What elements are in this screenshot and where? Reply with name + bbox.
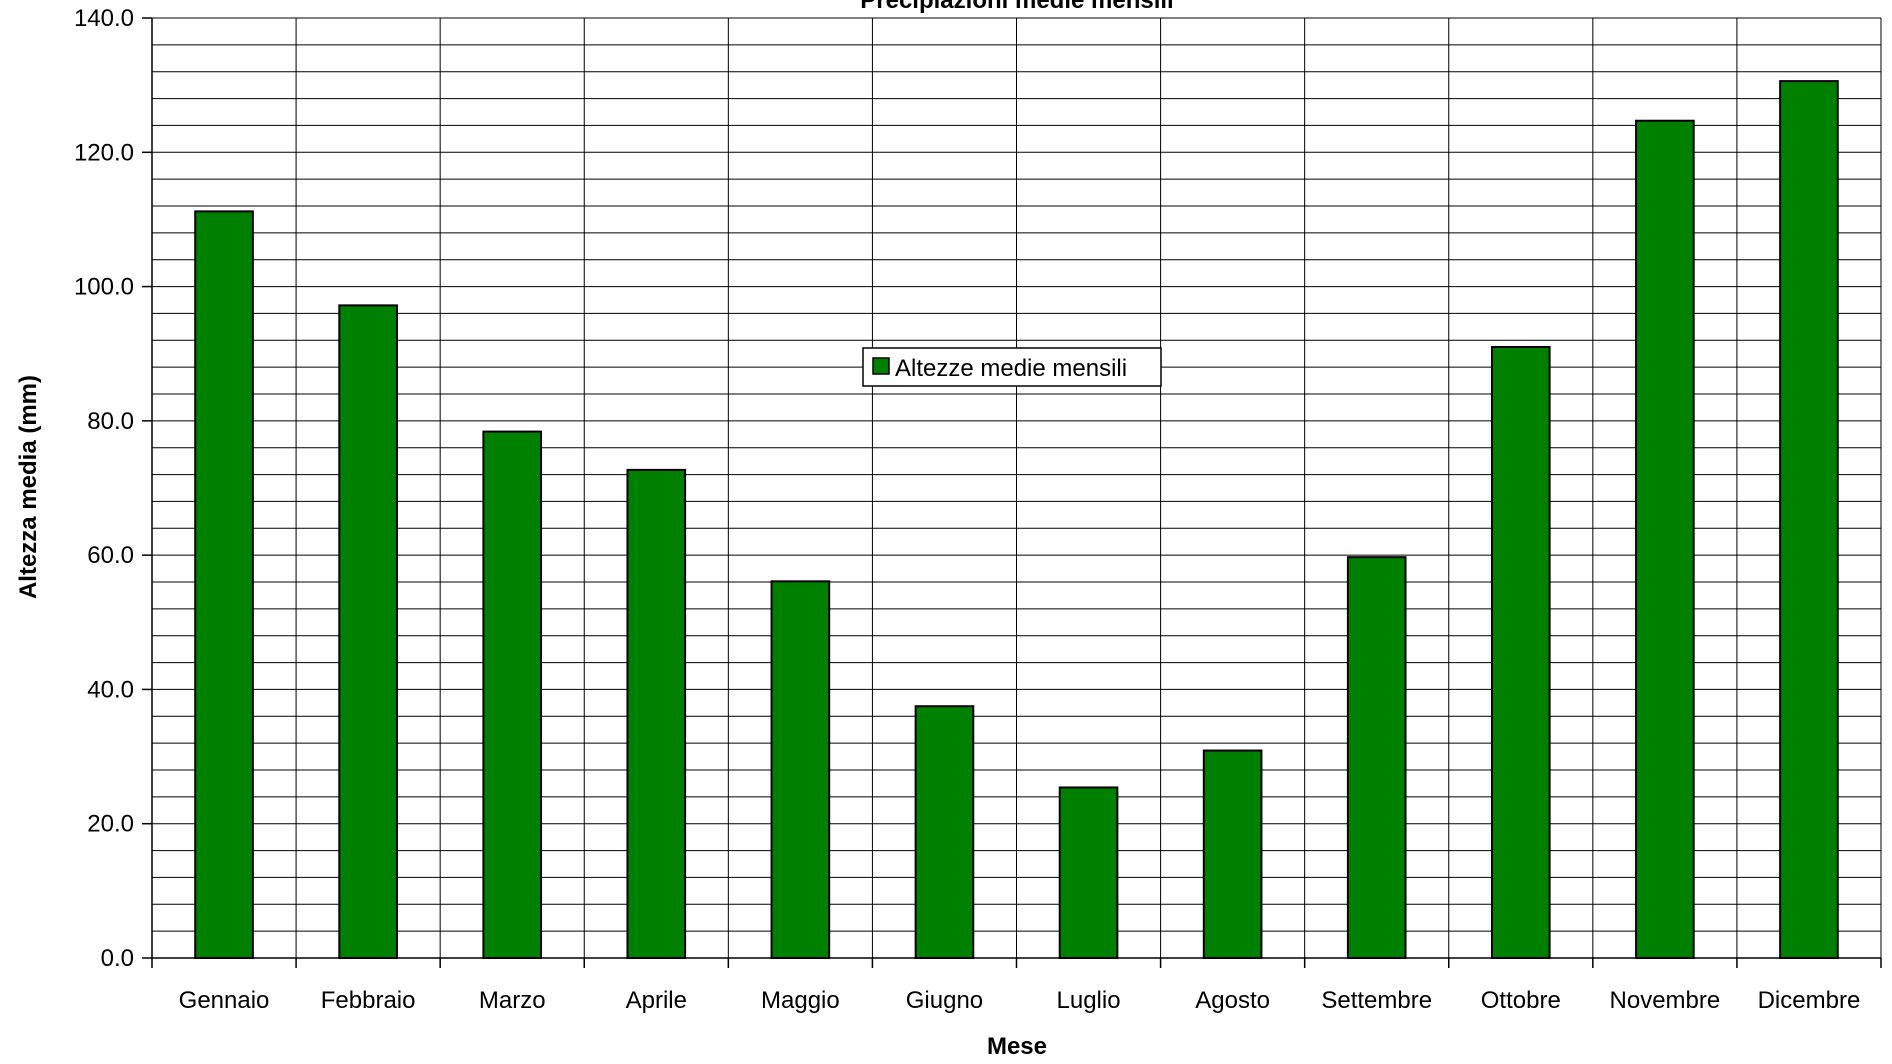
- bar: [1346, 556, 1407, 960]
- bar: [770, 580, 831, 959]
- y-tick-label: 60.0: [87, 542, 134, 569]
- x-tick-label: Agosto: [1195, 987, 1270, 1014]
- y-tick-label: 140.0: [74, 5, 134, 32]
- x-tick-label: Marzo: [479, 987, 546, 1014]
- x-tick-label: Giugno: [906, 987, 983, 1014]
- y-tick-label: 0.0: [101, 945, 134, 972]
- bar: [194, 210, 254, 960]
- x-tick-label: Aprile: [626, 987, 687, 1014]
- y-tick-label: 80.0: [87, 408, 134, 435]
- axes: [142, 17, 1882, 968]
- x-axis-title: Mese: [987, 1033, 1047, 1060]
- legend: Altezze medie mensili: [862, 347, 1162, 387]
- y-tick-label: 40.0: [87, 676, 134, 703]
- x-tick-label: Settembre: [1321, 987, 1432, 1014]
- x-tick-label: Febbraio: [321, 987, 416, 1014]
- x-tick-label: Maggio: [761, 987, 840, 1014]
- x-tick-labels: Gennaio Febbraio Marzo Aprile Maggio Giugno Lu…: [179, 987, 1861, 1014]
- bar: [626, 468, 687, 959]
- bar: [1202, 749, 1263, 959]
- x-tick-label: Dicembre: [1758, 987, 1861, 1014]
- legend-label: Altezze medie mensili: [895, 355, 1127, 382]
- legend-box: [862, 347, 1162, 387]
- x-tick-label: Novembre: [1610, 987, 1721, 1014]
- y-tick-labels: 0.0 20.0 40.0 60.0 80.0 100.0 120.0 140.0: [74, 5, 134, 972]
- bar: [1058, 786, 1119, 960]
- x-tick-label: Ottobre: [1481, 987, 1561, 1014]
- bars: [194, 80, 1839, 960]
- bar: [1779, 80, 1839, 960]
- y-tick-label: 120.0: [74, 139, 134, 166]
- chart-title: Precipiazioni medie mensili: [860, 0, 1173, 14]
- y-tick-label: 100.0: [74, 274, 134, 301]
- y-tick-label: 20.0: [87, 811, 134, 838]
- x-tick-label: Luglio: [1057, 987, 1121, 1014]
- bar: [1635, 119, 1695, 959]
- bar: [482, 430, 543, 960]
- bar: [338, 304, 398, 960]
- grid-lines: [152, 17, 1882, 958]
- x-tick-label: Gennaio: [179, 987, 270, 1014]
- bar: [1490, 346, 1551, 959]
- y-axis-title: Altezza media (mm): [15, 375, 42, 599]
- bar: [914, 705, 975, 960]
- legend-swatch: [872, 357, 890, 375]
